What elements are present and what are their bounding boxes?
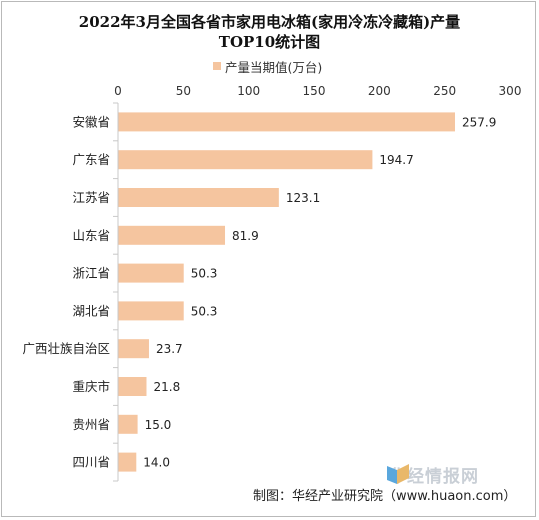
value-label: 14.0 xyxy=(143,456,170,470)
bar xyxy=(118,339,149,359)
bar xyxy=(118,414,138,434)
chart-title-line2: TOP10统计图 xyxy=(218,33,321,51)
x-tick-label: 50 xyxy=(176,84,191,98)
category-label: 安徽省 xyxy=(72,114,110,129)
value-label: 194.7 xyxy=(379,153,413,167)
x-tick-label: 0 xyxy=(114,84,122,98)
watermark: 华经情报网 xyxy=(385,462,479,487)
value-label: 15.0 xyxy=(145,418,172,432)
x-tick-label: 200 xyxy=(368,84,391,98)
legend-swatch xyxy=(213,62,221,70)
value-label: 23.7 xyxy=(156,342,183,356)
value-label: 50.3 xyxy=(191,267,218,281)
bar xyxy=(118,112,455,132)
x-tick-label: 300 xyxy=(499,84,522,98)
category-label: 浙江省 xyxy=(72,266,110,281)
value-label: 50.3 xyxy=(191,304,218,318)
value-label: 81.9 xyxy=(232,229,259,243)
chart-title-line1: 2022年3月全国各省市家用电冰箱(家用冷冻冷藏箱)产量 xyxy=(78,13,461,31)
bar xyxy=(118,188,279,207)
category-label: 湖北省 xyxy=(72,303,110,318)
watermark-text: 华经情报网 xyxy=(389,467,479,487)
x-tick-label: 100 xyxy=(237,84,260,98)
bar xyxy=(118,150,373,170)
category-label: 江苏省 xyxy=(72,190,110,205)
value-label: 21.8 xyxy=(153,380,180,394)
huajing-logo-icon xyxy=(387,464,409,484)
x-tick-label: 150 xyxy=(303,84,326,98)
category-label: 山东省 xyxy=(72,228,110,243)
bar xyxy=(118,452,137,472)
chart-title: 2022年3月全国各省市家用电冰箱(家用冷冻冷藏箱)产量 TOP10统计图 xyxy=(0,12,539,52)
bar xyxy=(118,301,184,321)
legend-label: 产量当期值(万台) xyxy=(225,59,323,75)
bar xyxy=(118,263,184,283)
value-label: 123.1 xyxy=(286,191,320,205)
bar xyxy=(118,377,147,396)
category-label: 重庆市 xyxy=(72,379,110,394)
category-label: 贵州省 xyxy=(72,417,110,432)
legend: 产量当期值(万台) xyxy=(213,58,323,75)
category-label: 广东省 xyxy=(72,152,110,167)
source-note: 制图：华经产业研究院（www.huaon.com） xyxy=(253,489,517,504)
x-tick-label: 250 xyxy=(433,84,456,98)
category-label: 广西壮族自治区 xyxy=(22,341,110,356)
category-label: 四川省 xyxy=(72,455,110,470)
bar xyxy=(118,225,226,245)
value-label: 257.9 xyxy=(462,115,496,129)
